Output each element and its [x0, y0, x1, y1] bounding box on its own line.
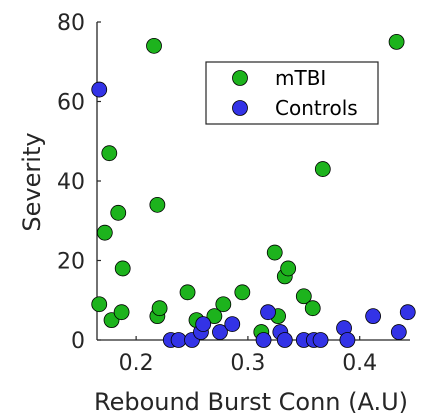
y-tick-label: 80	[57, 11, 85, 36]
data-point-controls	[312, 332, 329, 348]
legend: mTBI Controls	[205, 61, 379, 125]
data-point-mtbi	[149, 196, 166, 213]
data-point-mtbi	[113, 304, 130, 321]
y-tick-label: 20	[57, 250, 85, 275]
data-point-mtbi	[114, 260, 131, 277]
data-point-mtbi	[215, 296, 232, 313]
data-point-mtbi	[234, 284, 251, 301]
data-point-mtbi	[146, 37, 162, 54]
legend-label-controls: Controls	[275, 96, 358, 120]
data-point-mtbi	[388, 33, 405, 50]
y-tick-label: 0	[71, 329, 85, 354]
y-axis-label: Severity	[18, 132, 46, 231]
data-point-mtbi	[295, 288, 312, 305]
data-points	[91, 33, 416, 348]
x-tick-label: 0.2	[119, 351, 154, 376]
data-point-mtbi	[101, 145, 118, 162]
legend-label-mtbi: mTBI	[275, 66, 326, 90]
data-point-mtbi	[304, 300, 321, 317]
legend-marker-mtbi	[232, 70, 248, 86]
data-point-controls	[260, 304, 276, 321]
data-point-controls	[399, 304, 416, 321]
x-tick-label: 0.3	[230, 351, 265, 376]
data-point-mtbi	[314, 161, 331, 177]
data-point-mtbi	[151, 300, 168, 317]
data-point-controls	[91, 81, 108, 98]
data-point-controls	[255, 332, 272, 348]
data-point-controls	[195, 316, 212, 333]
x-axis-label: Rebound Burst Conn (A.U)	[94, 388, 408, 416]
y-tick-label: 60	[57, 91, 85, 116]
data-point-mtbi	[110, 204, 127, 221]
data-point-controls	[212, 324, 228, 340]
axes: 0 20 40 60 80 0.2 0.3 0.4	[57, 11, 410, 376]
data-point-mtbi	[266, 244, 283, 261]
data-point-controls	[170, 332, 187, 348]
data-point-controls	[390, 324, 407, 340]
y-tick-label: 40	[57, 170, 85, 195]
x-tick-label: 0.4	[342, 351, 377, 376]
data-point-mtbi	[179, 284, 196, 301]
legend-marker-controls	[232, 100, 248, 116]
data-point-mtbi	[91, 296, 108, 313]
data-point-mtbi	[206, 308, 223, 325]
data-point-mtbi	[280, 260, 297, 277]
data-point-controls	[224, 316, 241, 333]
data-point-controls	[365, 308, 382, 325]
data-point-mtbi	[96, 224, 113, 241]
data-point-controls	[276, 332, 293, 348]
data-point-controls	[339, 332, 356, 348]
